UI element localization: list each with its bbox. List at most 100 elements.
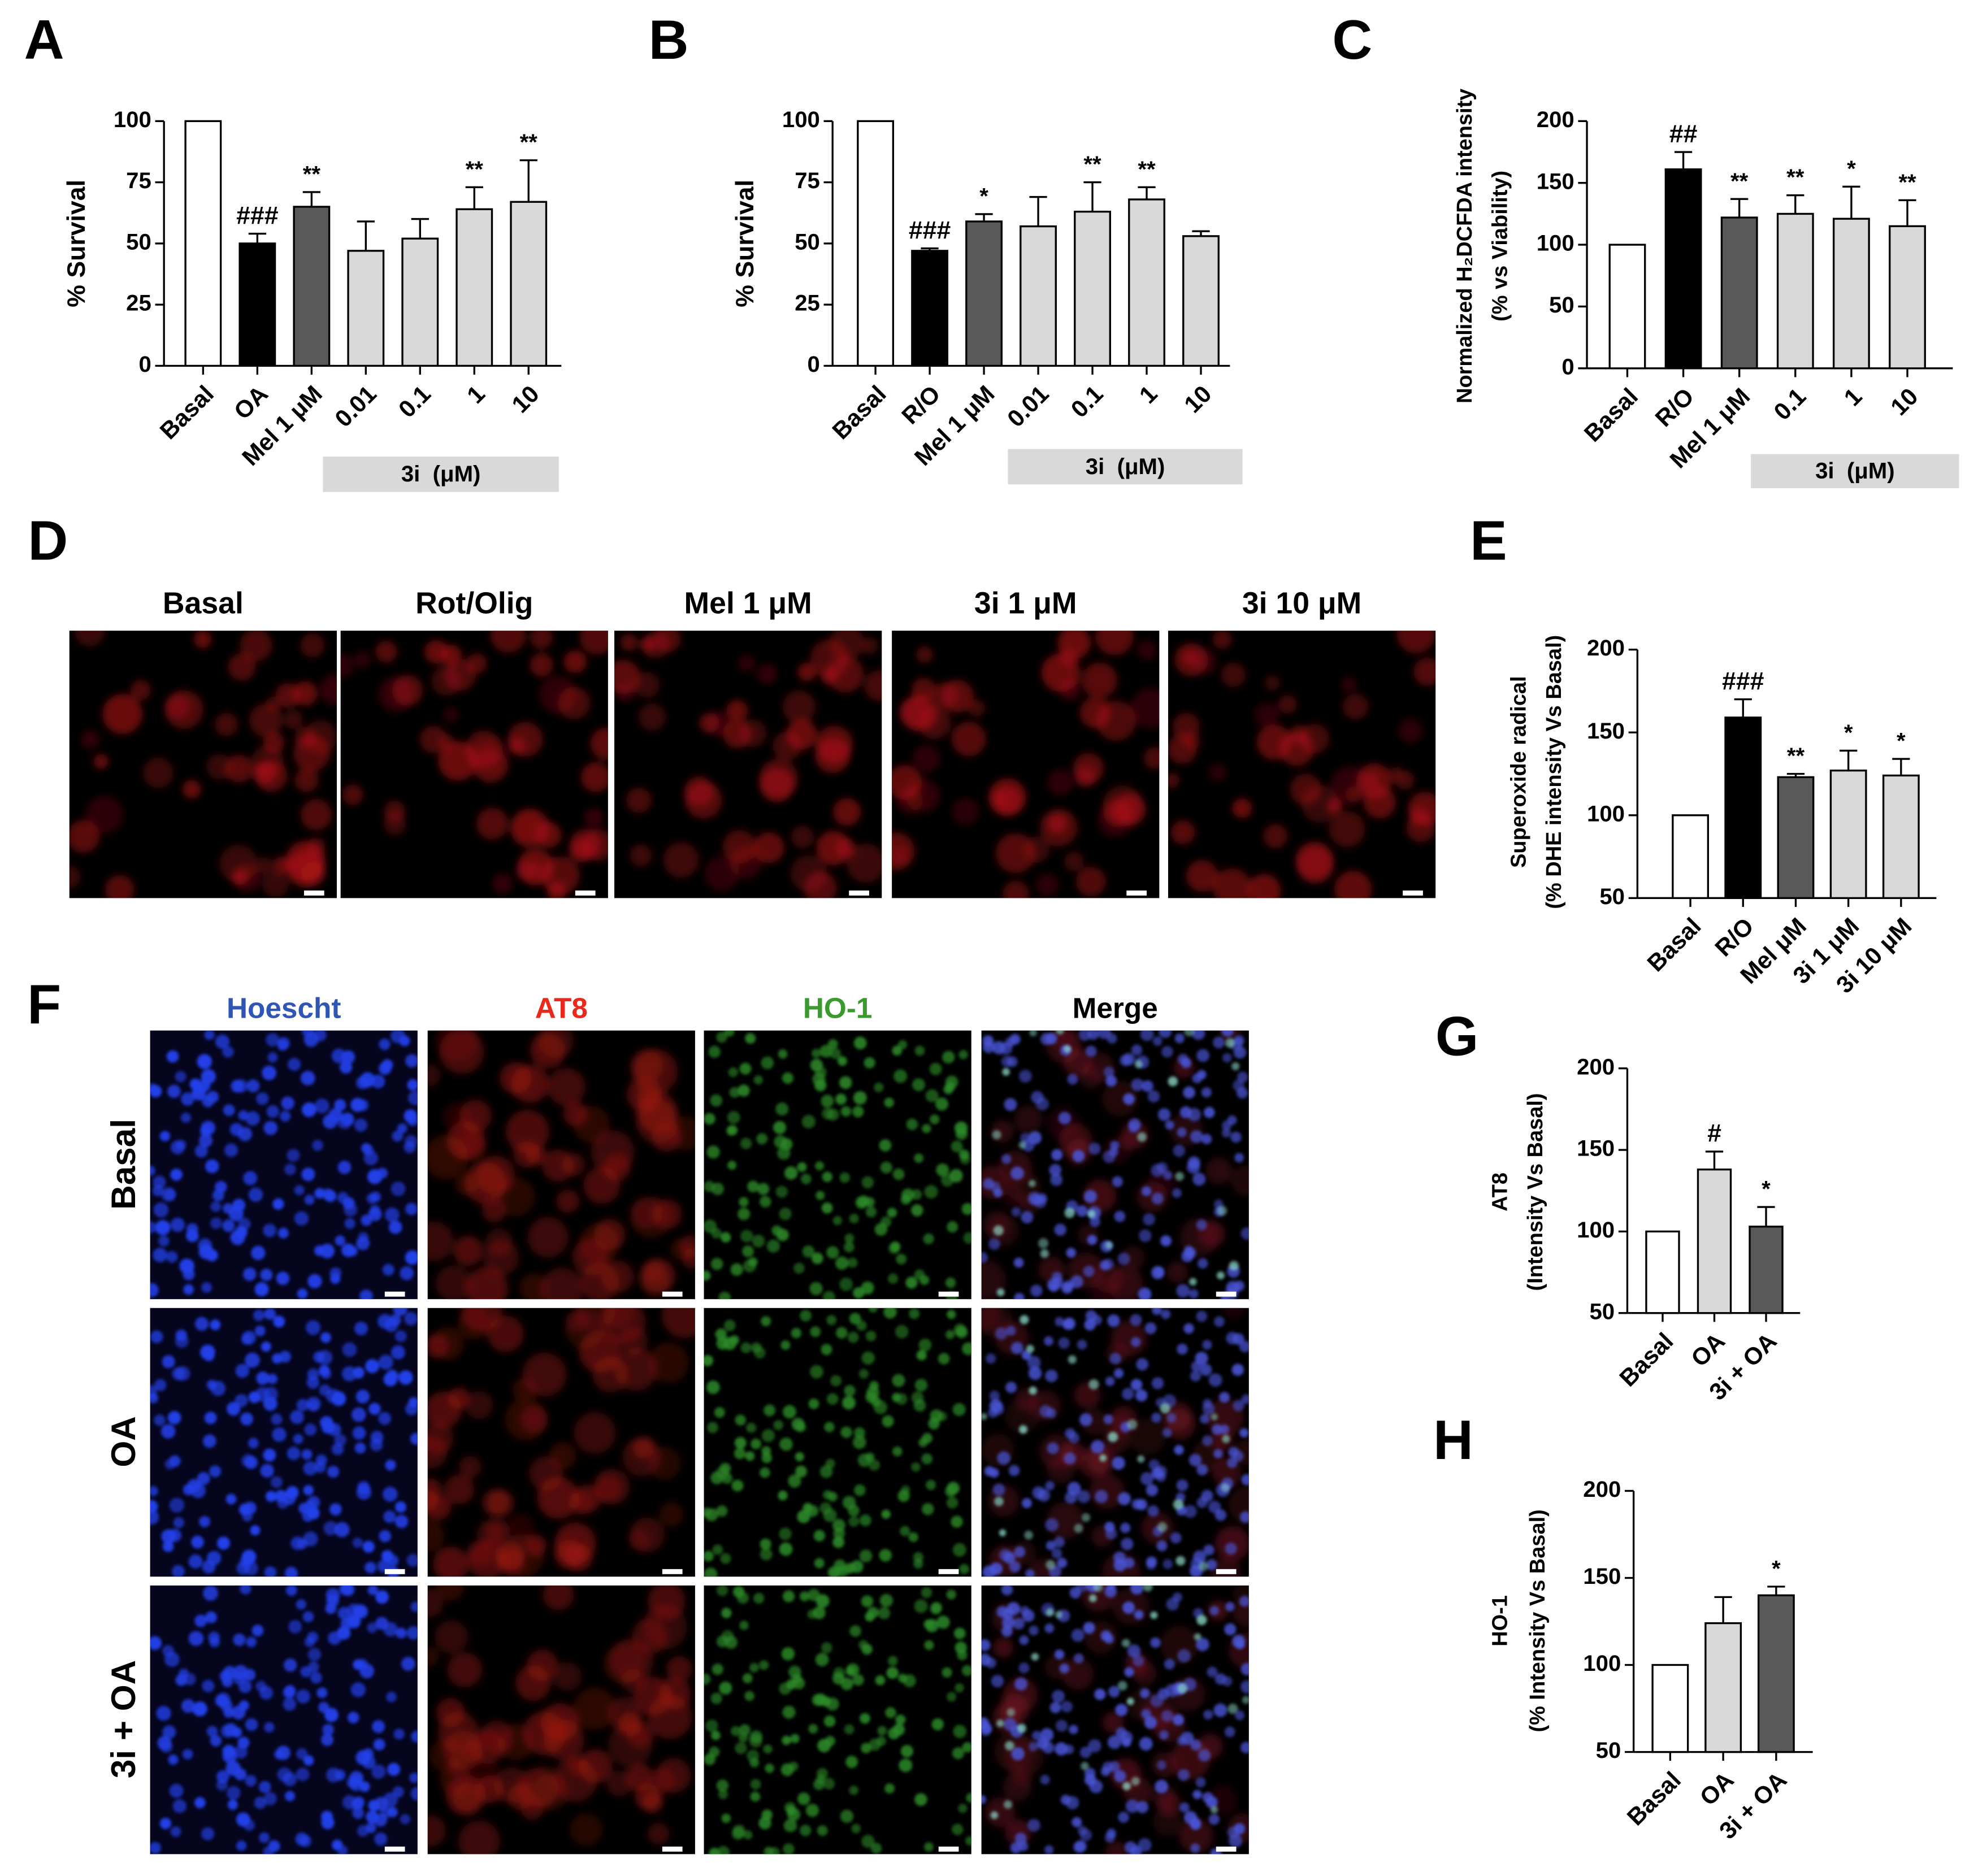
channel-label: HO-1: [803, 992, 873, 1024]
group-label: 3i (μM): [1815, 458, 1895, 484]
nucleus: [774, 1135, 787, 1149]
nucleus: [215, 1034, 230, 1049]
nucleus: [1227, 1704, 1238, 1714]
nucleus: [1234, 1280, 1244, 1292]
x-tick-label: 1: [1134, 380, 1162, 409]
stain-blob: [1396, 631, 1436, 654]
nucleus: [401, 1657, 415, 1671]
nucleus: [320, 1733, 334, 1746]
nucleus: [394, 1501, 406, 1513]
nucleus: [1103, 1414, 1113, 1425]
nucleus: [775, 1102, 789, 1116]
significance-label: *: [1844, 720, 1853, 745]
nucleus: [835, 1093, 847, 1105]
stain-blob: [547, 881, 566, 898]
nucleus: [1205, 1559, 1217, 1570]
nucleus: [993, 1225, 1004, 1236]
nucleus: [243, 1171, 258, 1185]
nucleus: [911, 1391, 924, 1404]
bar: [1832, 218, 1870, 370]
nucleus: [865, 1331, 877, 1341]
stain-blob: [1212, 631, 1232, 649]
nucleus: [1005, 1382, 1017, 1393]
nucleus: [150, 1842, 161, 1854]
nucleus: [704, 1753, 716, 1765]
nucleus: [406, 1252, 418, 1263]
nucleus: [1180, 1731, 1194, 1745]
nucleus: [1064, 1045, 1072, 1053]
nucleus: [1161, 1045, 1173, 1058]
nucleus: [918, 1338, 932, 1352]
nucleus: [331, 1443, 344, 1456]
stain-blob: [791, 826, 814, 849]
nucleus: [742, 1673, 753, 1683]
nucleus: [175, 1329, 187, 1341]
nucleus: [1160, 1403, 1170, 1414]
nucleus: [719, 1462, 731, 1474]
nucleus: [992, 1041, 1006, 1054]
stain-blob: [485, 1228, 513, 1256]
panel-label: A: [24, 8, 64, 71]
nucleus: [848, 1516, 860, 1527]
nucleus: [1166, 1413, 1177, 1423]
nucleus: [1088, 1739, 1101, 1753]
nucleus: [833, 1527, 845, 1540]
nucleus: [1150, 1637, 1161, 1648]
stain-blob: [1089, 1278, 1117, 1300]
stain-blob: [918, 706, 951, 739]
nucleus: [314, 1245, 325, 1256]
nucleus: [875, 1675, 886, 1686]
micrograph-content: [704, 1585, 971, 1855]
nucleus: [995, 1327, 1008, 1340]
nucleus: [302, 1030, 314, 1037]
nucleus: [1156, 1472, 1166, 1482]
nucleus: [334, 1099, 346, 1111]
nucleus: [1076, 1205, 1088, 1217]
nucleus: [385, 1460, 396, 1471]
nucleus: [307, 1507, 320, 1519]
nucleus: [735, 1742, 747, 1755]
nucleus: [1190, 1130, 1203, 1143]
scale-bar: [662, 1291, 683, 1297]
nucleus: [404, 1312, 418, 1326]
nucleus: [1201, 1435, 1213, 1447]
stain-blob: [300, 799, 332, 831]
nucleus: [1162, 1428, 1172, 1438]
nucleus: [374, 1832, 388, 1846]
nucleus: [730, 1335, 739, 1345]
nucleus: [953, 1323, 966, 1336]
nucleus: [1105, 1075, 1117, 1087]
nucleus: [1005, 1741, 1014, 1751]
nucleus: [1222, 1053, 1232, 1063]
stain-blob: [427, 1478, 442, 1500]
nucleus: [1203, 1709, 1213, 1720]
nucleus: [1222, 1121, 1232, 1131]
nucleus: [860, 1713, 870, 1724]
stain-blob: [615, 683, 636, 703]
nucleus: [267, 1052, 278, 1063]
nucleus: [384, 1208, 400, 1222]
group-band: [1008, 449, 1243, 485]
nucleus: [320, 1332, 331, 1343]
nucleus: [809, 1282, 823, 1296]
nucleus: [1029, 1180, 1036, 1187]
stain-blob: [569, 839, 593, 863]
nucleus: [188, 1631, 204, 1646]
nucleus: [1002, 1616, 1015, 1629]
panel-label: E: [1470, 509, 1507, 571]
nucleus: [277, 1040, 288, 1051]
nucleus: [1234, 1153, 1244, 1163]
nucleus: [245, 1352, 260, 1368]
nucleus: [1114, 1770, 1126, 1783]
stain-blob: [580, 631, 608, 655]
nucleus: [1031, 1653, 1039, 1661]
nucleus: [1107, 1735, 1121, 1749]
nucleus: [272, 1353, 283, 1364]
nucleus: [296, 1768, 310, 1781]
nucleus: [1112, 1176, 1123, 1187]
stain-blob: [1073, 753, 1104, 784]
nucleus: [1068, 1355, 1077, 1364]
nucleus: [1007, 1708, 1016, 1717]
nucleus: [393, 1308, 407, 1316]
nucleus: [1091, 1440, 1104, 1454]
